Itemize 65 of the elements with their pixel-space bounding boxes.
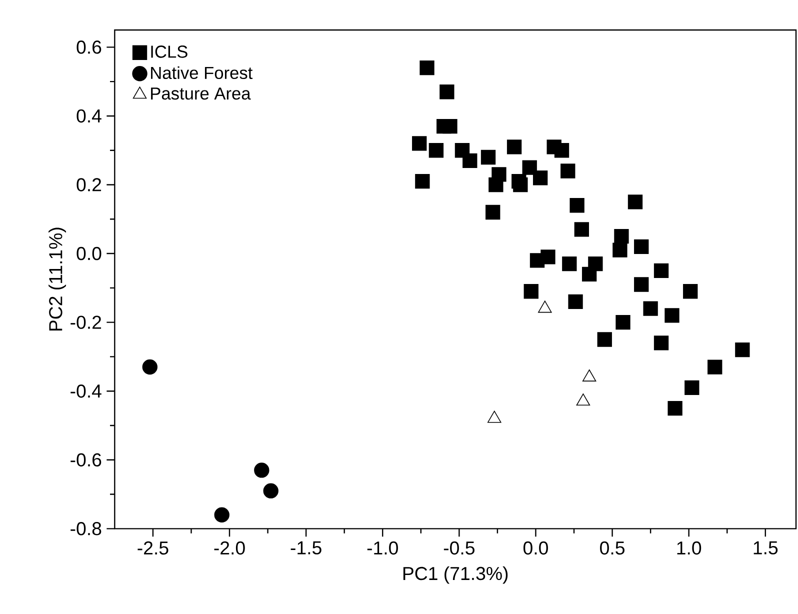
point — [664, 308, 680, 323]
y-tick-label: -0.4 — [70, 384, 102, 398]
x-tick-label: -1.5 — [290, 541, 322, 554]
point — [506, 140, 522, 154]
point — [540, 250, 556, 264]
legend-label: ICLS — [151, 46, 188, 58]
point — [415, 174, 430, 189]
point — [524, 284, 538, 299]
point — [597, 332, 612, 347]
x-tick-label: 1.5 — [754, 541, 778, 554]
y-tick-label: 0.6 — [76, 40, 102, 54]
x-tick-label: 1.0 — [677, 541, 702, 555]
point — [634, 239, 649, 254]
point — [420, 60, 434, 76]
y-tick-label: 0.2 — [76, 178, 102, 192]
point — [735, 342, 750, 358]
y-tick-label: -0.8 — [70, 522, 102, 536]
point — [486, 204, 500, 220]
point — [654, 336, 669, 350]
point — [562, 256, 577, 272]
point — [488, 177, 504, 192]
point — [412, 136, 427, 151]
point — [574, 222, 589, 237]
x-tick-label: 0.0 — [523, 541, 548, 555]
point — [654, 263, 669, 278]
y-axis-title: PC2 (11.1%) — [48, 228, 66, 331]
legend-label: Pasture Area — [151, 88, 251, 100]
x-tick-label: -1.0 — [367, 541, 398, 555]
x-axis-title: PC1 (71.3%) — [403, 566, 508, 584]
point — [570, 198, 584, 213]
point — [522, 160, 537, 175]
y-tick-label: 0.4 — [76, 109, 102, 123]
point — [612, 242, 628, 258]
point — [634, 277, 649, 292]
point — [554, 143, 570, 158]
point — [668, 400, 682, 416]
point — [442, 118, 458, 134]
point — [532, 170, 548, 186]
point — [462, 153, 478, 168]
point — [440, 84, 454, 100]
point — [254, 462, 270, 478]
point — [643, 301, 658, 316]
y-tick-label: 0.0 — [76, 246, 102, 260]
point — [263, 483, 278, 498]
x-tick-label: 0.5 — [600, 541, 624, 555]
x-tick-label: -0.5 — [444, 541, 474, 555]
y-tick-label: -0.6 — [70, 453, 102, 466]
point — [428, 143, 444, 158]
point — [214, 507, 230, 523]
point — [708, 360, 722, 374]
point — [616, 314, 630, 330]
point — [582, 266, 597, 282]
point — [628, 194, 643, 210]
x-tick-label: -2.0 — [214, 541, 245, 555]
point — [513, 177, 528, 192]
point — [684, 380, 700, 395]
point — [683, 284, 698, 299]
point — [480, 150, 496, 165]
x-tick-label: -2.5 — [138, 541, 168, 555]
point — [142, 359, 158, 375]
y-tick-label: -0.2 — [70, 316, 102, 329]
legend-label: Native Forest — [151, 66, 253, 80]
point — [568, 294, 583, 310]
point — [614, 229, 629, 244]
point — [560, 164, 576, 178]
